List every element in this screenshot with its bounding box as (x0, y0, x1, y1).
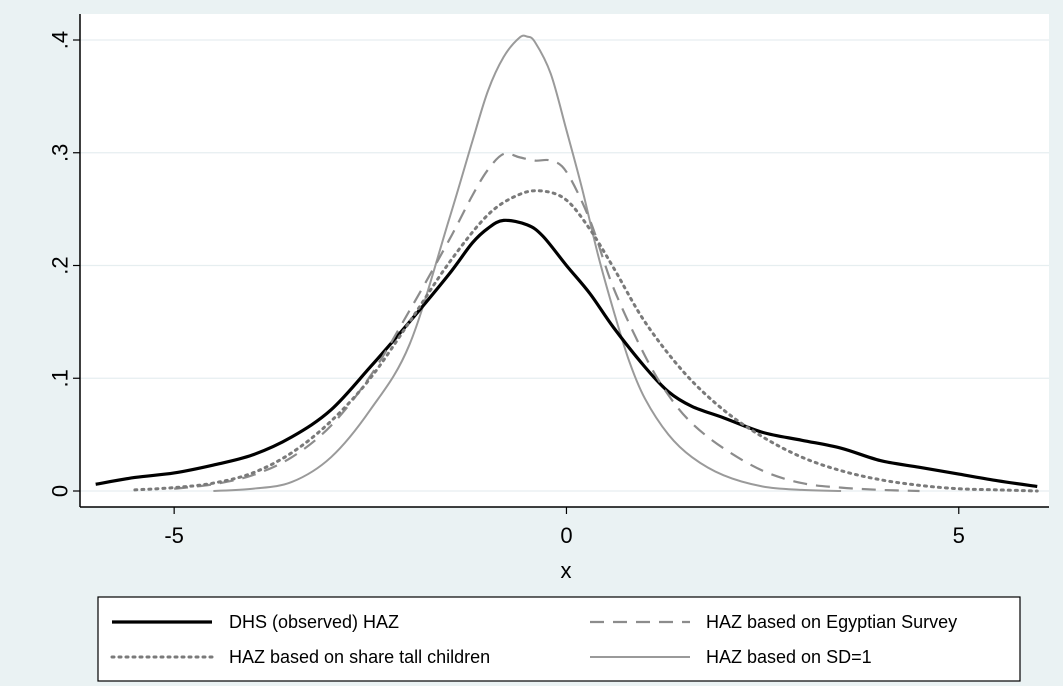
series-line-4 (213, 34, 842, 492)
legend-box (97, 596, 1021, 682)
tick-layer: 0 .1 .2 .3 .4 -5 0 5 (48, 31, 965, 548)
series-layer (95, 34, 1039, 493)
y-tick-label: .3 (48, 144, 73, 162)
legend: DHS (observed) HAZ HAZ based on Egyptian … (97, 596, 1021, 682)
y-tick-label: .4 (48, 31, 73, 49)
y-tick-label: 0 (48, 485, 73, 497)
legend-items: DHS (observed) HAZ HAZ based on Egyptian … (110, 612, 957, 667)
legend-label: HAZ based on SD=1 (706, 647, 872, 667)
series-line-3 (133, 189, 1039, 493)
series-line-1 (95, 218, 1038, 489)
x-tick-label: -5 (164, 523, 184, 548)
y-tick-label: .1 (48, 369, 73, 387)
legend-label: HAZ based on share tall children (229, 647, 490, 667)
legend-label: DHS (observed) HAZ (229, 612, 399, 632)
x-tick-label: 5 (953, 523, 965, 548)
x-axis-title: x (561, 558, 572, 583)
axes (79, 14, 1049, 508)
y-tick-label: .2 (48, 256, 73, 274)
legend-label: HAZ based on Egyptian Survey (706, 612, 957, 632)
x-tick-label: 0 (560, 523, 572, 548)
series-line-2 (174, 152, 920, 493)
